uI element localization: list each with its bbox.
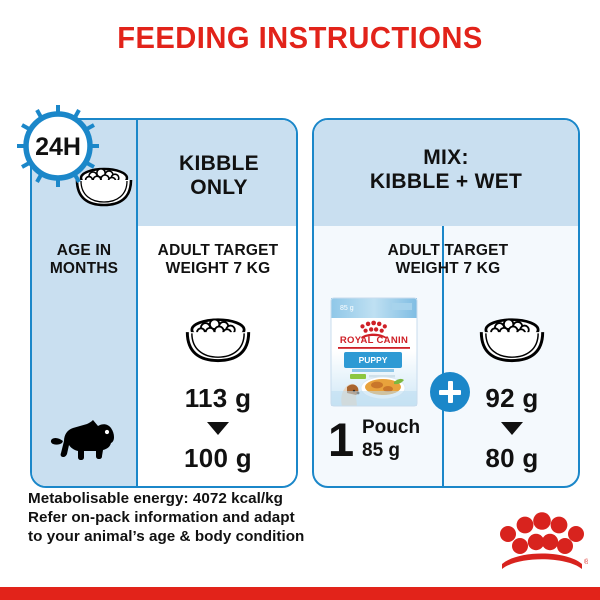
bottom-red-bar — [0, 587, 600, 600]
mix-column-header: ADULT TARGET WEIGHT 7 KG — [314, 242, 578, 278]
age-column-header-line1: AGE IN — [56, 242, 112, 259]
pouch-label-group: Pouch 85 g — [362, 416, 420, 462]
footnote-line-2: Refer on-pack information and adapt — [28, 509, 295, 527]
wet-food-pouch-image: 85 g ROYAL CANIN PUPPY — [330, 297, 418, 407]
royal-canin-crown-logo: ® — [500, 512, 588, 569]
kibble-to-value: 100 g — [184, 443, 252, 473]
mix-kibble-to-value: 80 g — [485, 443, 539, 473]
age-from-value: 2 m — [32, 487, 136, 488]
svg-text:ROYAL CANIN: ROYAL CANIN — [340, 335, 408, 346]
pouch-label: Pouch — [362, 417, 421, 438]
kibble-column-header-line2: WEIGHT 7 KG — [165, 259, 271, 277]
pouch-weight: 85 g — [362, 440, 401, 462]
kibble-only-heading-line2: ONLY — [190, 175, 248, 199]
puppy-silhouette-icon — [50, 420, 114, 460]
footnote-line-3: to your animal’s age & body condition — [28, 528, 305, 546]
mix-kibble-range-arrow — [501, 422, 523, 435]
mix-heading-line1: MIX: — [423, 146, 469, 169]
panel-mix-kibble-wet: MIX: KIBBLE + WET ADULT TARGET WEIGHT 7 … — [312, 118, 580, 488]
panel-kibble-only: KIBBLE ONLY AGE IN MONTHS ADULT TARGET W… — [30, 118, 298, 488]
page-title: FEEDING INSTRUCTIONS — [117, 20, 483, 55]
registered-trademark-mark: ® — [584, 558, 588, 566]
right-panel-column-divider — [442, 226, 444, 486]
kibble-bowl-icon-left — [185, 318, 251, 363]
kibble-bowl-icon-header — [75, 167, 133, 207]
24h-badge-label: 24H — [35, 133, 81, 161]
right-panel-header-band — [314, 120, 578, 226]
kibble-only-heading: KIBBLE ONLY — [144, 152, 294, 199]
age-column-header: AGE IN MONTHS — [32, 242, 136, 278]
svg-text:PUPPY: PUPPY — [359, 355, 388, 365]
left-panel-column-divider — [136, 120, 138, 486]
mix-column-header-line2: WEIGHT 7 KG — [395, 259, 501, 277]
mix-kibble-from-value: 92 g — [485, 383, 539, 413]
kibble-column-header-line1: ADULT TARGET — [157, 242, 279, 259]
plus-separator-icon — [430, 372, 470, 412]
mix-heading: MIX: KIBBLE + WET — [314, 146, 578, 193]
mix-heading-line2: KIBBLE + WET — [369, 169, 523, 193]
age-column-header-line2: MONTHS — [49, 259, 119, 277]
kibble-range-arrow — [207, 422, 229, 435]
footnote-line-1: Metabolisable energy: 4072 kcal/kg — [28, 490, 283, 507]
kibble-only-heading-line1: KIBBLE — [179, 152, 259, 175]
svg-text:85 g: 85 g — [340, 305, 354, 312]
kibble-from-value: 113 g — [184, 383, 252, 413]
kibble-bowl-icon-right — [479, 318, 545, 363]
kibble-column-header: ADULT TARGET WEIGHT 7 KG — [136, 242, 296, 278]
mix-column-header-line1: ADULT TARGET — [387, 242, 509, 259]
24h-clock-badge: 24H — [17, 105, 99, 187]
footnote: Metabolisable energy: 4072 kcal/kg Refer… — [28, 489, 428, 546]
pouch-count: 1 — [328, 413, 355, 466]
